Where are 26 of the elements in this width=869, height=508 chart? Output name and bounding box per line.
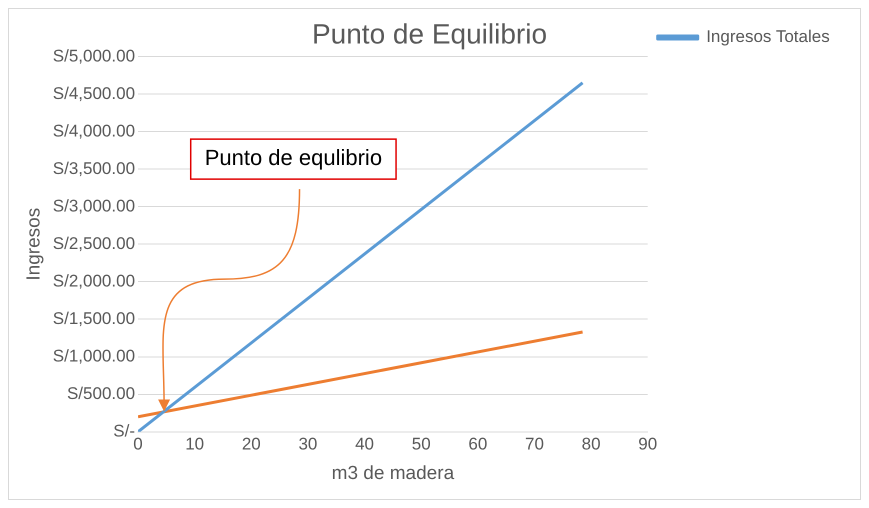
- annotation: Punto de equlibrio: [204, 145, 382, 170]
- y-tick-label: S/3,000.00: [52, 196, 136, 216]
- x-tick-label: 80: [582, 434, 601, 454]
- chart-title: Punto de Equilibrio: [312, 18, 548, 50]
- y-tick-label: S/1,500.00: [52, 308, 136, 328]
- y-tick-label: S/1,000.00: [52, 346, 136, 366]
- legend-label: Ingresos Totales: [706, 27, 830, 46]
- x-tick-label: 60: [468, 434, 488, 454]
- y-tick-label: S/2,000.00: [52, 271, 136, 290]
- x-tick-label: 0: [133, 434, 143, 454]
- y-tick-label: S/4,000.00: [52, 121, 136, 140]
- x-tick-label: 90: [638, 434, 658, 454]
- x-tick-label: 30: [298, 434, 318, 454]
- y-tick-label: S/3,500.00: [52, 158, 136, 178]
- x-axis-title: m3 de madera: [332, 462, 455, 484]
- x-tick-label: 70: [524, 434, 544, 454]
- x-tick-label: 50: [412, 434, 431, 454]
- x-tick-label: 20: [242, 434, 261, 454]
- x-tick-label: 10: [185, 434, 204, 454]
- y-tick-label: S/500.00: [66, 384, 136, 403]
- y-tick-label: S/5,000.00: [52, 46, 136, 66]
- y-axis-title: Ingresos: [24, 208, 45, 281]
- y-tick-label: S/2,500.00: [52, 234, 136, 253]
- y-tick-label: S/4,500.00: [52, 84, 136, 103]
- y-tick-label: S/-: [113, 421, 136, 440]
- x-tick-label: 40: [355, 434, 374, 454]
